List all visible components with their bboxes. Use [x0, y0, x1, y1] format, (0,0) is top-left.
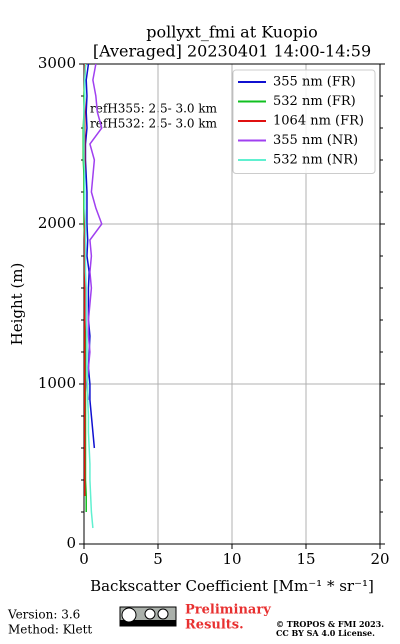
- profile-line: [83, 63, 94, 529]
- profile-line: [84, 63, 96, 449]
- legend-label: 532 nm (FR): [273, 94, 356, 109]
- cc-icon: [119, 606, 177, 627]
- x-tick-label: 0: [79, 550, 89, 568]
- y-tick-label: 1000: [38, 374, 76, 392]
- legend-label: 355 nm (NR): [273, 133, 358, 148]
- y-tick-label: 0: [66, 534, 76, 552]
- x-axis-label: Backscatter Coefficient [Mm⁻¹ * sr⁻¹]: [90, 577, 374, 595]
- legend-label: 1064 nm (FR): [273, 114, 364, 129]
- method: Method: Klett: [8, 623, 92, 637]
- x-tick-label: 20: [370, 550, 389, 568]
- annotation: refH355: 2.5- 3.0 km: [90, 102, 218, 116]
- preliminary: Preliminary: [185, 603, 271, 618]
- chart-title: pollyxt_fmi at Kuopio: [146, 23, 317, 42]
- y-axis-label: Height (m): [8, 263, 26, 346]
- legend-label: 355 nm (FR): [273, 75, 356, 90]
- x-tick-label: 15: [296, 550, 315, 568]
- annotation: refH532: 2.5- 3.0 km: [90, 117, 218, 131]
- profile-line: [86, 63, 103, 401]
- y-tick-label: 2000: [38, 214, 76, 232]
- x-tick-label: 10: [222, 550, 241, 568]
- y-tick-label: 3000: [38, 54, 76, 72]
- x-tick-label: 5: [153, 550, 163, 568]
- copyright: © TROPOS & FMI 2023.: [276, 619, 384, 629]
- copyright: CC BY SA 4.0 License.: [276, 628, 375, 638]
- chart-subtitle: [Averaged] 20230401 14:00-14:59: [93, 42, 371, 61]
- version: Version: 3.6: [7, 608, 80, 622]
- legend-label: 532 nm (NR): [273, 153, 358, 168]
- preliminary: Results.: [185, 618, 244, 633]
- legend-box: [232, 69, 376, 174]
